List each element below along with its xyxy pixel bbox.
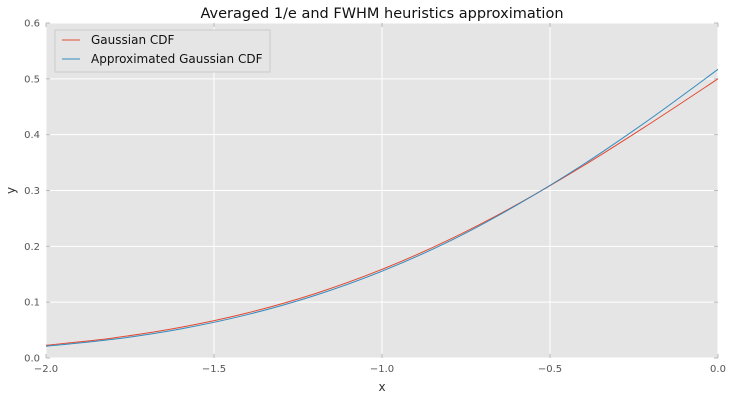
y-tick-label: 0.0 xyxy=(24,354,40,365)
x-tick-label: −1.5 xyxy=(202,364,226,375)
series-lines xyxy=(45,68,719,347)
ticks: −2.0 −1.5 −1.0 −0.5 0.0 0.0 0.1 0.2 0.3 0.4 0.5 0.6 xyxy=(24,19,726,376)
y-tick-label: 0.4 xyxy=(24,130,40,141)
series-line-1 xyxy=(45,78,719,346)
y-tick-label: 0.5 xyxy=(24,74,40,85)
legend-label-1: Gaussian CDF xyxy=(91,33,174,47)
x-tick-label: −2.0 xyxy=(34,364,58,375)
x-tick-label: −0.5 xyxy=(538,364,562,375)
x-tick-label: 0.0 xyxy=(710,364,726,375)
x-tick-label: −1.0 xyxy=(370,364,394,375)
y-tick-label: 0.1 xyxy=(24,298,40,309)
x-axis-label: x xyxy=(378,380,385,394)
y-tick-label: 0.3 xyxy=(24,186,40,197)
y-tick-label: 0.2 xyxy=(24,242,40,253)
chart-title: Averaged 1/e and FWHM heuristics approxi… xyxy=(200,6,563,22)
legend-box xyxy=(54,29,271,73)
legend: Gaussian CDF Approximated Gaussian CDF xyxy=(54,29,271,73)
series-line-2 xyxy=(45,68,719,347)
y-axis-label: y xyxy=(4,187,18,194)
legend-label-2: Approximated Gaussian CDF xyxy=(91,52,263,66)
y-tick-label: 0.6 xyxy=(24,19,40,30)
